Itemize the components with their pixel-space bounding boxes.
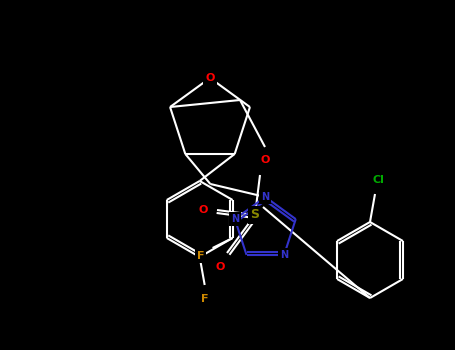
Text: N: N (231, 214, 239, 224)
Text: N: N (280, 250, 288, 260)
Text: F: F (201, 294, 208, 304)
Text: F: F (197, 251, 204, 261)
Text: O: O (205, 73, 215, 83)
Text: N: N (261, 192, 269, 202)
Text: O: O (198, 205, 207, 215)
Text: S: S (251, 209, 259, 222)
Text: Cl: Cl (372, 175, 384, 185)
Text: O: O (215, 262, 225, 272)
Text: O: O (260, 155, 270, 165)
